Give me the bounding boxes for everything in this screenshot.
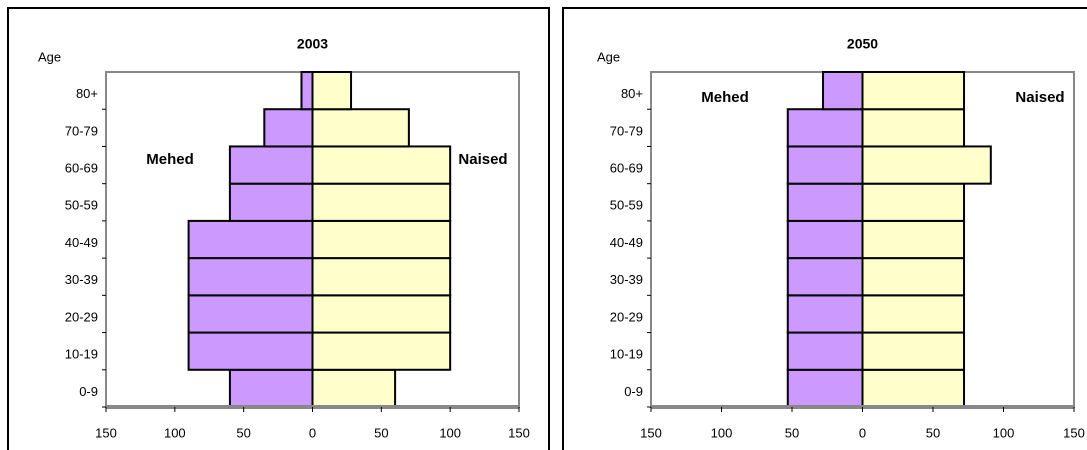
y-tick-label: 40-49 [65, 235, 98, 250]
bar [300, 71, 314, 111]
series-label: Mehed [701, 89, 749, 106]
bar [861, 182, 966, 222]
bar [311, 331, 452, 371]
x-tick-label: 100 [993, 425, 1015, 440]
bar [786, 294, 864, 334]
y-tick-label: 40-49 [610, 235, 643, 250]
y-tick-label: 10-19 [65, 347, 98, 362]
y-tick-label: 0-9 [79, 384, 98, 399]
bar [311, 182, 452, 222]
bar [311, 71, 353, 111]
y-tick-label: 70-79 [610, 123, 643, 138]
y-tick-label: 20-29 [610, 309, 643, 324]
bar [311, 108, 410, 148]
bar [187, 219, 314, 260]
bar [861, 108, 966, 148]
bar [786, 368, 864, 408]
bar [786, 182, 864, 222]
series-label: Naised [458, 151, 507, 168]
y-tick-label: 50-59 [610, 198, 643, 213]
panel-frame [7, 7, 550, 450]
bar [228, 182, 314, 222]
bar [861, 145, 992, 185]
x-tick-label: 50 [785, 425, 799, 440]
panel-frame [562, 7, 1087, 450]
bar [187, 257, 314, 297]
y-tick-label: 60-69 [610, 160, 643, 175]
y-tick-label: 80+ [621, 86, 643, 101]
y-tick-label: 70-79 [65, 123, 98, 138]
bar [861, 331, 966, 371]
chart-title: 2050 [847, 36, 878, 52]
x-tick-label: 0 [309, 425, 316, 440]
bar [861, 294, 966, 334]
bar [311, 294, 452, 334]
series-label: Naised [1015, 89, 1064, 106]
x-tick-label: 100 [164, 425, 186, 440]
x-tick-label: 100 [439, 425, 461, 440]
bar [311, 219, 452, 260]
y-tick-label: 80+ [76, 86, 98, 101]
bar [228, 368, 314, 408]
x-tick-label: 150 [1063, 425, 1085, 440]
y-tick-label: 10-19 [610, 347, 643, 362]
bar [228, 145, 314, 185]
x-tick-label: 150 [640, 425, 662, 440]
bar [822, 71, 864, 111]
series-label: Mehed [146, 151, 194, 168]
y-tick-label: 0-9 [624, 384, 643, 399]
x-tick-label: 0 [859, 425, 866, 440]
bar [786, 219, 864, 260]
y-tick-label: 30-39 [65, 272, 98, 287]
bar [786, 331, 864, 371]
bar [861, 368, 966, 408]
bar [263, 108, 314, 148]
y-axis-label: Age [597, 49, 620, 64]
bar [861, 257, 966, 297]
bar [187, 331, 314, 371]
x-tick-label: 50 [236, 425, 250, 440]
bar [861, 71, 966, 111]
y-tick-label: 30-39 [610, 272, 643, 287]
bar [187, 294, 314, 334]
bar [786, 257, 864, 297]
bar [311, 368, 397, 408]
bar [861, 219, 966, 260]
chart-title: 2003 [297, 36, 328, 52]
y-tick-label: 20-29 [65, 309, 98, 324]
y-tick-label: 50-59 [65, 198, 98, 213]
x-tick-label: 100 [711, 425, 733, 440]
bar [311, 145, 452, 185]
y-tick-label: 60-69 [65, 160, 98, 175]
y-axis-label: Age [38, 49, 61, 64]
x-tick-label: 50 [374, 425, 388, 440]
bar [786, 145, 864, 185]
x-tick-label: 150 [508, 425, 530, 440]
x-tick-label: 150 [95, 425, 117, 440]
x-tick-label: 50 [926, 425, 940, 440]
bar [311, 257, 452, 297]
bar [786, 108, 864, 148]
